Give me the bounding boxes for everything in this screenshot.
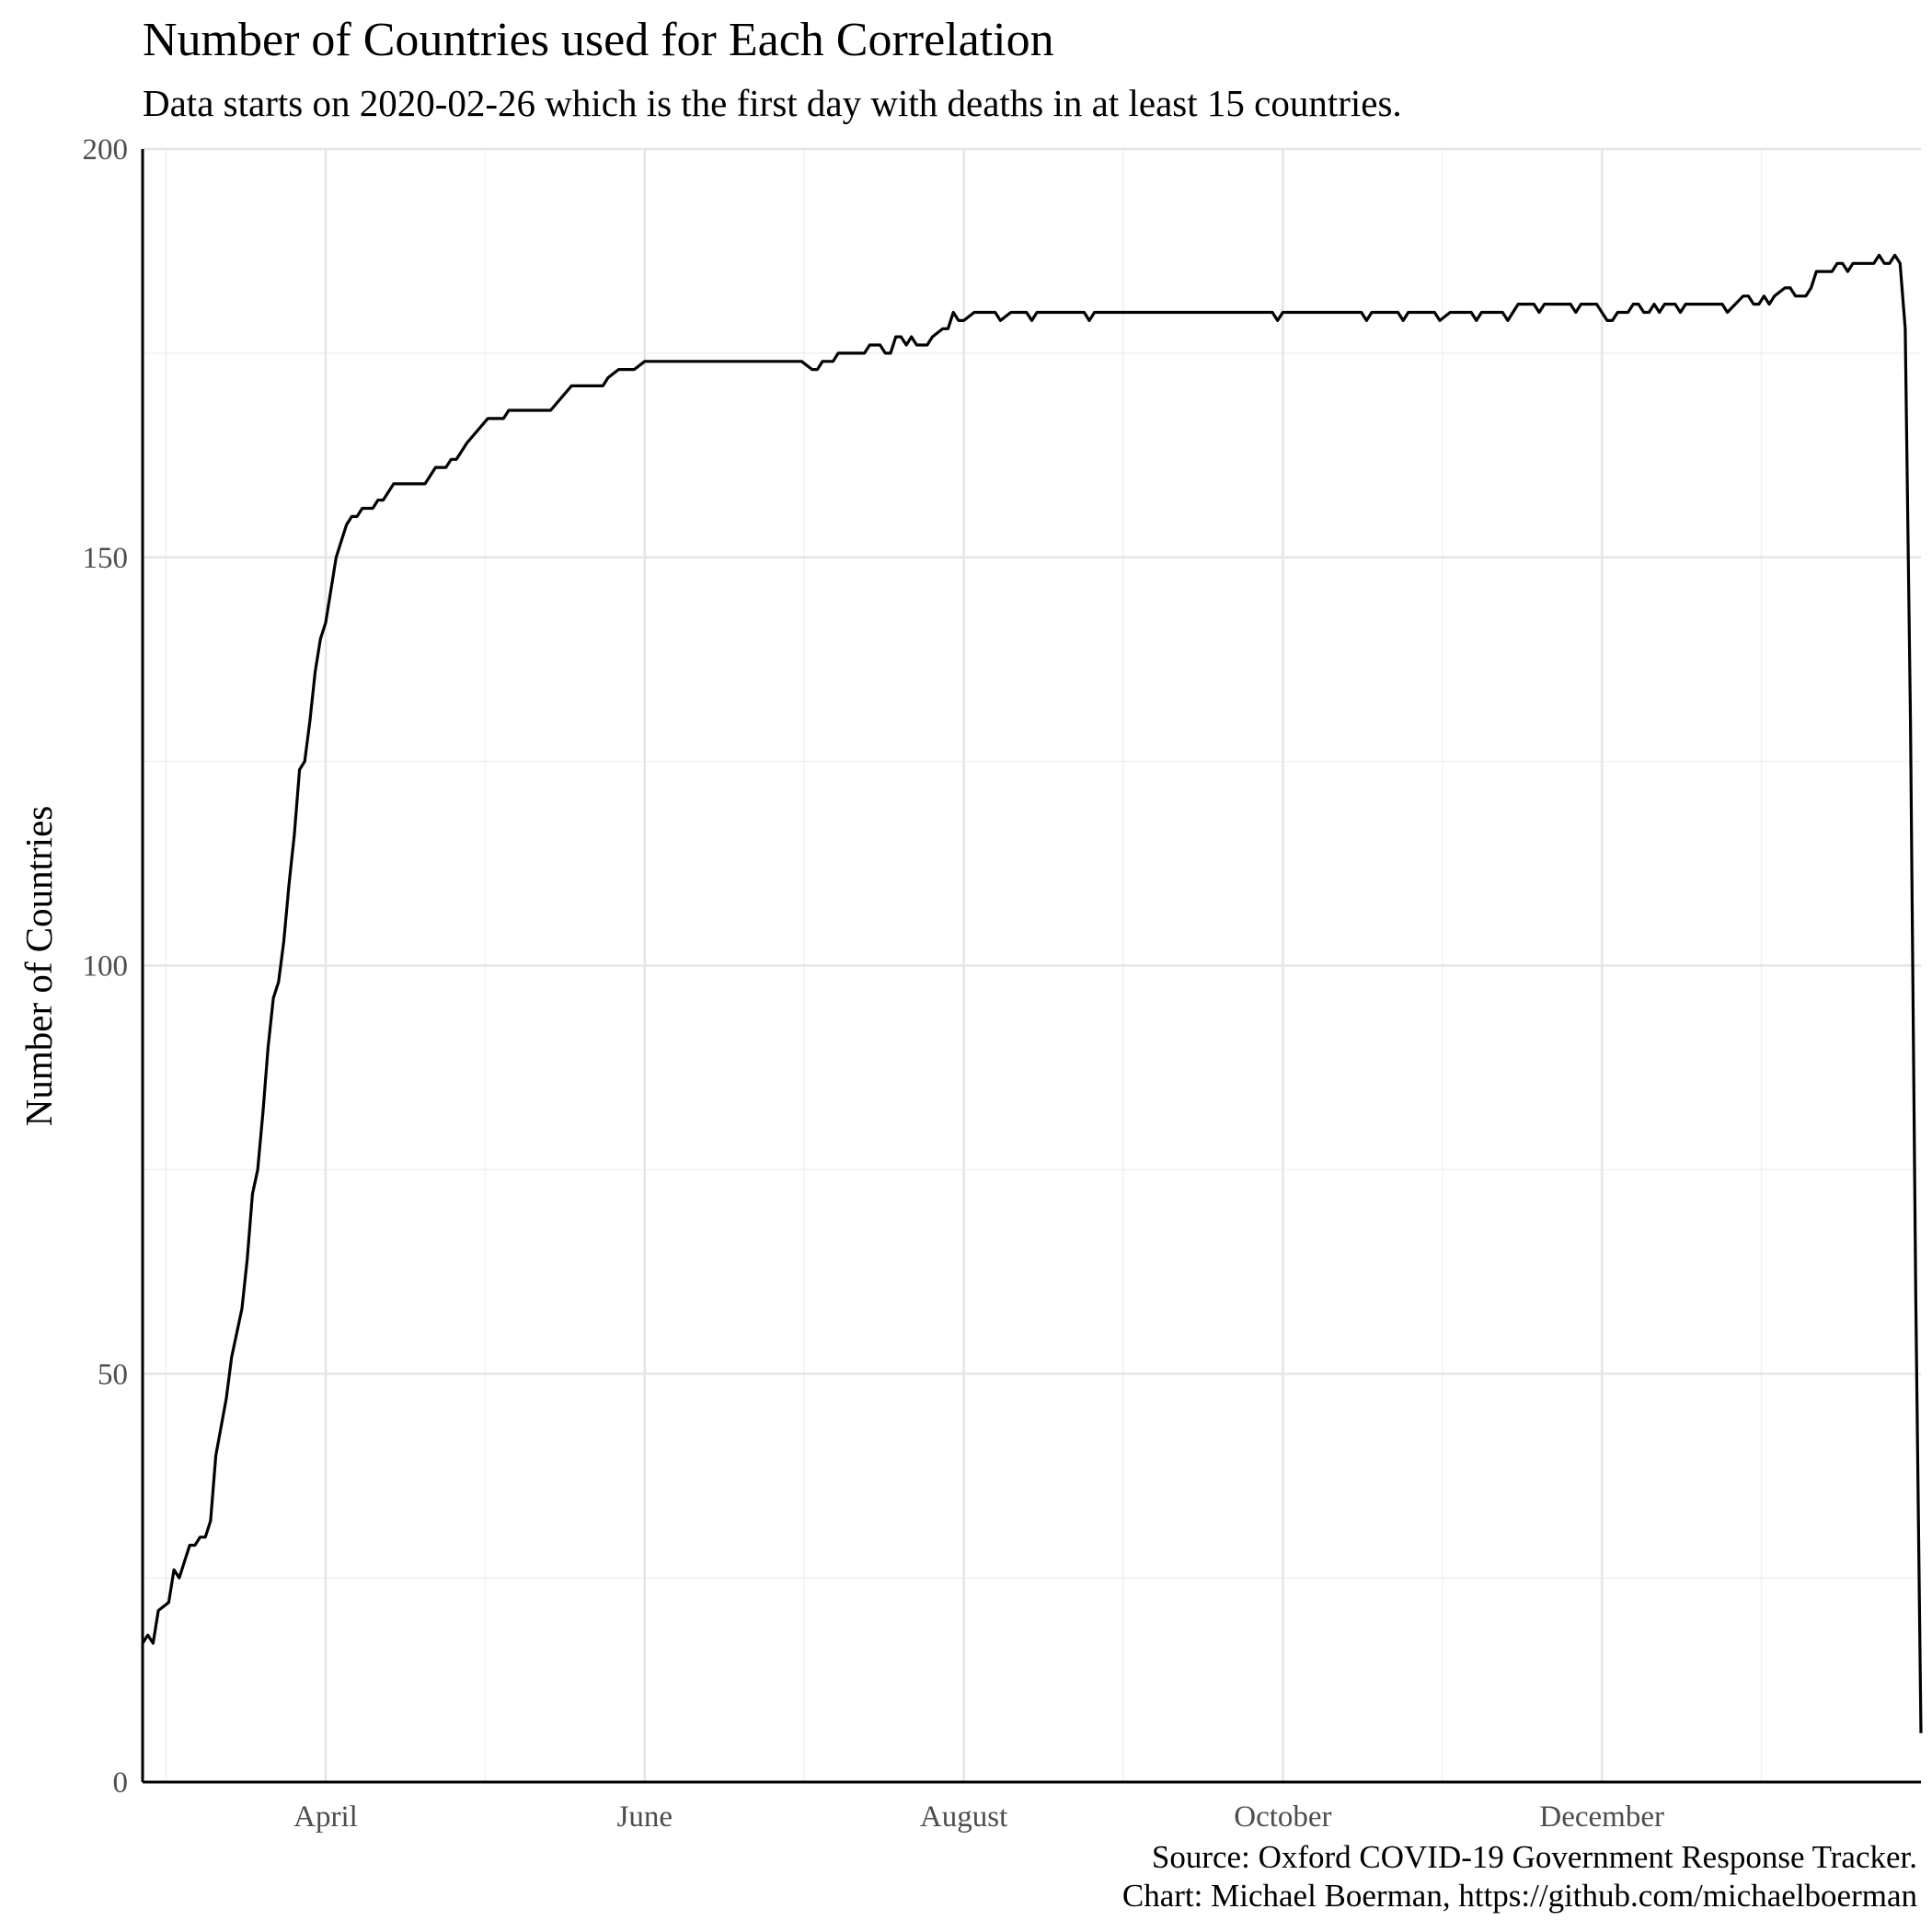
- y-tick-label: 0: [113, 1766, 129, 1800]
- x-tick-labels: April June August October December: [293, 1800, 1664, 1834]
- x-tick-label: December: [1539, 1800, 1664, 1834]
- chart-title: Number of Countries used for Each Correl…: [143, 14, 1054, 66]
- y-tick-label: 150: [83, 542, 129, 575]
- y-tick-label: 100: [83, 950, 129, 983]
- x-tick-label: October: [1234, 1800, 1331, 1834]
- author-caption: Chart: Michael Boerman, https://github.c…: [1121, 1878, 1917, 1914]
- series-line: [141, 253, 1923, 1733]
- y-tick-label: 200: [83, 133, 129, 167]
- series-layer: [141, 253, 1923, 1733]
- y-axis-title: Number of Countries: [17, 806, 60, 1126]
- y-tick-labels: 0 50 100 150 200: [83, 133, 129, 1800]
- major-gridlines: [143, 147, 1921, 1784]
- x-tick-label: August: [920, 1800, 1007, 1834]
- caption: Source: Oxford COVID-19 Government Respo…: [1122, 1838, 1917, 1915]
- x-tick-label: April: [293, 1800, 358, 1834]
- source-caption: Source: Oxford COVID-19 Government Respo…: [1151, 1839, 1917, 1875]
- y-tick-label: 50: [98, 1358, 128, 1391]
- chart-subtitle: Data starts on 2020-02-26 which is the f…: [143, 82, 1402, 124]
- x-tick-label: June: [617, 1800, 673, 1834]
